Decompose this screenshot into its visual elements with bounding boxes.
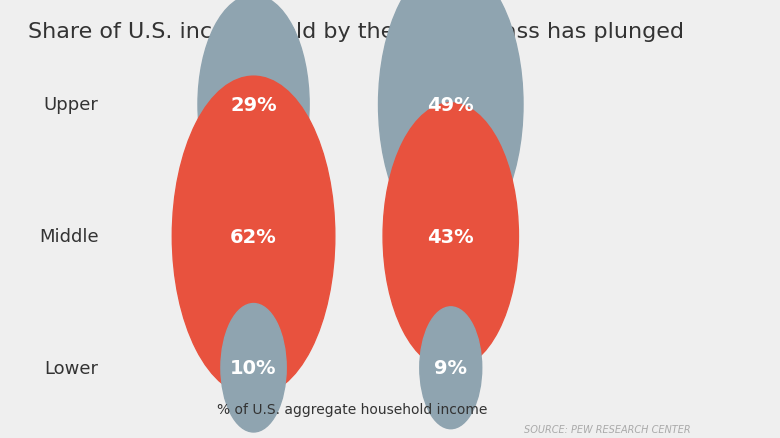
Text: 9%: 9% [434,358,467,378]
Text: Middle: Middle [39,227,98,246]
Text: SOURCE: PEW RESEARCH CENTER: SOURCE: PEW RESEARCH CENTER [523,424,690,434]
Text: 43%: 43% [427,227,474,246]
Ellipse shape [198,0,309,214]
Text: Share of U.S. income held by the middle class has plunged: Share of U.S. income held by the middle … [28,22,684,42]
Ellipse shape [172,77,335,396]
Text: 1970: 1970 [227,36,280,56]
Text: 29%: 29% [230,95,277,115]
Ellipse shape [378,0,523,247]
Ellipse shape [420,307,482,429]
Text: 62%: 62% [230,227,277,246]
Text: 10%: 10% [230,358,277,378]
Text: 49%: 49% [427,95,474,115]
Text: 2015: 2015 [424,36,477,56]
Ellipse shape [221,304,286,432]
Text: % of U.S. aggregate household income: % of U.S. aggregate household income [217,402,488,416]
Text: Upper: Upper [44,96,98,114]
Text: Lower: Lower [44,359,98,377]
Ellipse shape [383,104,519,369]
